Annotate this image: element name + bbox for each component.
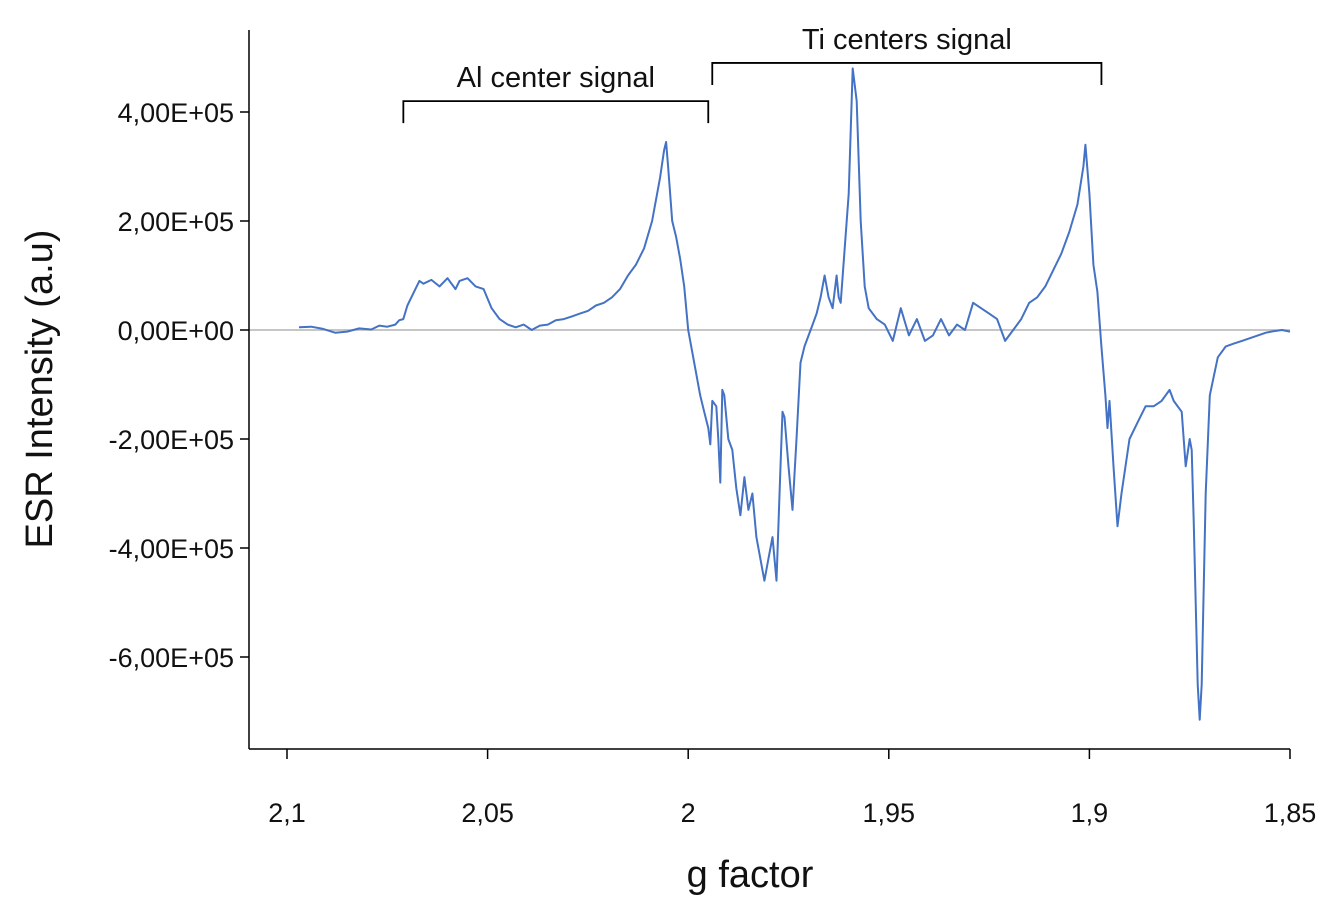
y-tick-label: -4,00E+05 [109,534,234,564]
x-tick-label: 1,95 [863,798,916,828]
x-axis-title: g factor [687,854,814,896]
esr-series-line [298,67,1291,721]
x-tick-label: 1,9 [1071,798,1109,828]
y-tick-label: -2,00E+05 [109,425,234,455]
y-tick-label: 0,00E+00 [118,316,234,346]
annotation-label: Al center signal [457,62,655,94]
annotation-bracket [402,100,710,124]
annotation-bracket [711,62,1103,85]
y-axis-title: ESR Intensity (a.u) [19,230,61,549]
y-tick-label: 4,00E+05 [118,98,234,128]
x-tick-label: 2,05 [461,798,514,828]
x-tick-label: 2,1 [268,798,306,828]
annotation-label: Ti centers signal [802,24,1012,56]
y-tick-label: 2,00E+05 [118,207,234,237]
y-tick-label: -6,00E+05 [109,643,234,673]
axes [248,30,1290,750]
x-tick-label: 2 [681,798,696,828]
x-tick-label: 1,85 [1264,798,1317,828]
